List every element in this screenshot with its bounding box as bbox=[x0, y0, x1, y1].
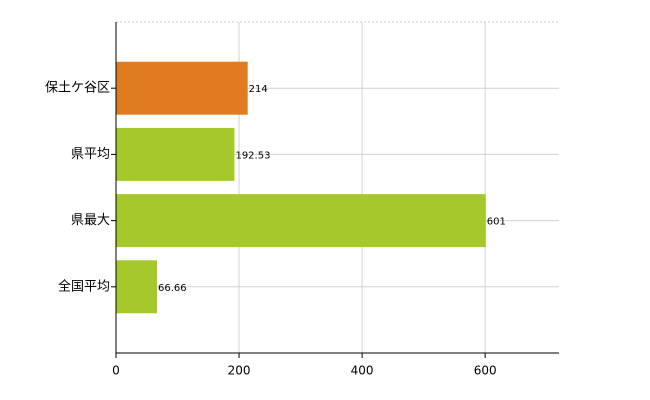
value-label: 601 bbox=[487, 217, 506, 228]
bar bbox=[116, 127, 235, 181]
value-label: 66.66 bbox=[158, 283, 187, 294]
value-label: 214 bbox=[249, 84, 268, 95]
x-tick-label: 200 bbox=[228, 364, 251, 378]
y-tick-label: 県平均 bbox=[71, 147, 110, 162]
y-tick-label: 保土ケ谷区 bbox=[45, 81, 110, 96]
y-tick-label: 全国平均 bbox=[58, 278, 110, 294]
x-tick-label: 400 bbox=[351, 364, 374, 378]
x-tick-label: 600 bbox=[474, 364, 497, 378]
bar bbox=[116, 194, 486, 248]
x-tick-label: 0 bbox=[112, 364, 120, 378]
y-tick-label: 県最大 bbox=[71, 213, 110, 228]
bar bbox=[116, 61, 248, 115]
value-label: 192.53 bbox=[235, 150, 270, 161]
bar bbox=[116, 260, 158, 314]
